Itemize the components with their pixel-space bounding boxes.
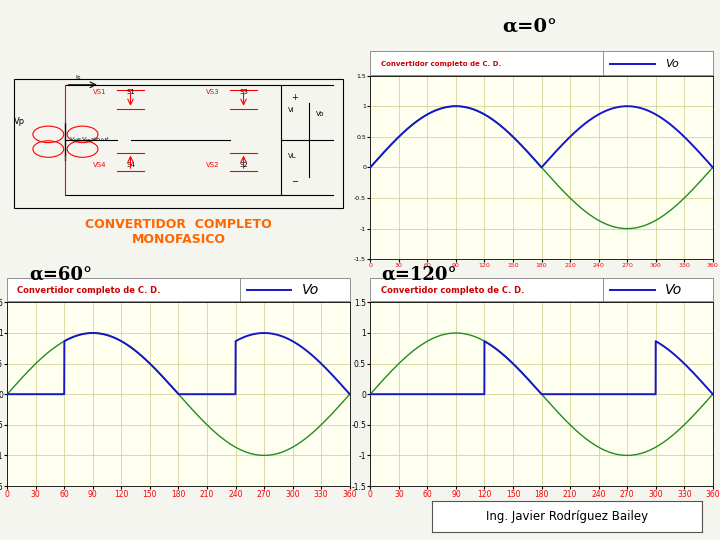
Text: VS4: VS4 [93, 163, 107, 168]
Text: S3: S3 [239, 89, 248, 95]
Text: Vo: Vo [315, 111, 324, 117]
Text: VL: VL [288, 153, 297, 159]
Text: $V_s\!=\!V_m\sin\omega t$: $V_s\!=\!V_m\sin\omega t$ [69, 136, 109, 144]
Text: Ing. Javier Rodríguez Bailey: Ing. Javier Rodríguez Bailey [486, 510, 648, 523]
Text: Convertidor completo de C. D.: Convertidor completo de C. D. [381, 286, 524, 295]
FancyBboxPatch shape [370, 51, 713, 75]
FancyBboxPatch shape [370, 278, 713, 301]
FancyBboxPatch shape [7, 278, 350, 301]
Text: α=60°: α=60° [29, 266, 92, 284]
Text: Vi: Vi [288, 107, 294, 113]
Text: α=0°: α=0° [502, 17, 557, 35]
Text: VS1: VS1 [93, 89, 107, 95]
Text: S1: S1 [126, 89, 135, 95]
Text: Vp: Vp [14, 117, 25, 126]
Text: Convertidor completo de C. D.: Convertidor completo de C. D. [17, 286, 161, 295]
Bar [14, 79, 343, 208]
Text: +: + [292, 93, 298, 102]
Text: Convertidor completo de C. D.: Convertidor completo de C. D. [381, 60, 501, 66]
Text: Vo: Vo [302, 284, 319, 298]
Text: α=120°: α=120° [382, 266, 457, 284]
Text: CONVERTIDOR  COMPLETO
MONOFASICO: CONVERTIDOR COMPLETO MONOFASICO [85, 218, 272, 246]
Text: Is: Is [76, 75, 81, 81]
Text: Vo: Vo [665, 59, 678, 69]
Text: S2: S2 [239, 163, 248, 168]
Text: −: − [292, 178, 299, 187]
Text: Vo: Vo [665, 284, 682, 298]
Text: VS2: VS2 [206, 163, 220, 168]
Text: VS3: VS3 [206, 89, 220, 95]
Text: S4: S4 [126, 163, 135, 168]
